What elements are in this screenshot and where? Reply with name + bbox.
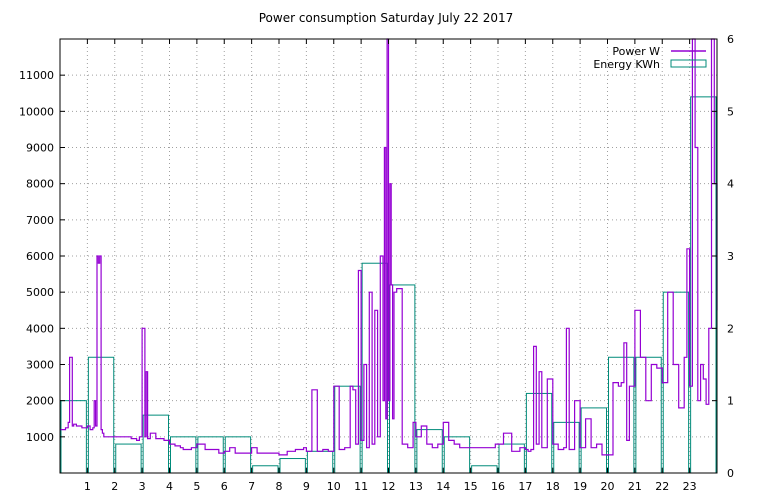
y2-tick-label: 4 xyxy=(727,178,734,191)
x-tick-label: 8 xyxy=(276,480,283,493)
y-tick-label: 9000 xyxy=(26,142,54,155)
x-tick-label: 12 xyxy=(382,480,396,493)
x-tick-label: 19 xyxy=(573,480,587,493)
energy-bar xyxy=(608,356,635,474)
x-tick-label: 7 xyxy=(248,480,255,493)
power-series-path xyxy=(60,38,718,456)
x-tick-label: 1 xyxy=(84,480,91,493)
y-tick-label: 4000 xyxy=(26,322,54,335)
x-tick-label: 15 xyxy=(464,480,478,493)
y2-tick-label: 0 xyxy=(727,467,734,480)
energy-bar xyxy=(306,450,334,474)
y2-tick-label: 6 xyxy=(727,33,734,46)
x-tick-label: 11 xyxy=(354,480,368,493)
x-tick-label: 2 xyxy=(111,480,118,493)
chart-title: Power consumption Saturday July 22 2017 xyxy=(259,11,514,25)
x-tick-label: 3 xyxy=(139,480,146,493)
x-tick-label: 20 xyxy=(601,480,615,493)
x-tick-label: 13 xyxy=(409,480,423,493)
x-tick-label: 21 xyxy=(628,480,642,493)
x-tick-label: 9 xyxy=(303,480,310,493)
x-tick-label: 14 xyxy=(436,480,450,493)
x-tick-label: 17 xyxy=(518,480,532,493)
energy-bar xyxy=(690,96,717,474)
y-tick-label: 1000 xyxy=(26,431,54,444)
y-tick-label: 10000 xyxy=(19,105,54,118)
y-tick-label: 5000 xyxy=(26,286,54,299)
x-tick-label: 23 xyxy=(683,480,697,493)
y-tick-label: 2000 xyxy=(26,395,54,408)
y2-tick-label: 3 xyxy=(727,250,734,263)
x-tick-label: 4 xyxy=(166,480,173,493)
x-tick-label: 22 xyxy=(655,480,669,493)
legend: Power W Energy KWh xyxy=(593,45,707,71)
energy-bar xyxy=(471,465,498,474)
legend-power-label: Power W xyxy=(612,45,660,58)
energy-bar xyxy=(443,436,471,474)
energy-bar xyxy=(252,465,279,474)
x-tick-label: 16 xyxy=(491,480,505,493)
energy-bar xyxy=(170,436,197,474)
energy-bar xyxy=(142,414,169,474)
x-tick-label: 6 xyxy=(221,480,228,493)
y-tick-label: 3000 xyxy=(26,359,54,372)
y2-tick-label: 2 xyxy=(727,322,734,335)
energy-bar xyxy=(580,407,607,474)
energy-bar xyxy=(279,458,306,474)
energy-bar xyxy=(635,356,662,474)
energy-bar xyxy=(197,436,224,474)
y-tick-label: 8000 xyxy=(26,178,54,191)
legend-energy-swatch xyxy=(670,59,707,68)
x-tick-label: 18 xyxy=(546,480,560,493)
y2-tick-label: 1 xyxy=(727,395,734,408)
y-tick-label: 11000 xyxy=(19,69,54,82)
axis-ticks: 1 2 3 4 5 6 7 8 9 10 11 12 13 14 15 16 17 18 19 20 21 22 23100… xyxy=(19,33,734,493)
power-line xyxy=(60,38,718,456)
y2-tick-label: 5 xyxy=(727,105,734,118)
x-tick-label: 10 xyxy=(327,480,341,493)
energy-bar xyxy=(334,385,361,474)
y-tick-label: 7000 xyxy=(26,214,54,227)
y-tick-label: 6000 xyxy=(26,250,54,263)
x-tick-label: 5 xyxy=(193,480,200,493)
energy-bar xyxy=(115,443,142,474)
energy-bar xyxy=(416,429,443,474)
energy-bar xyxy=(224,436,252,474)
legend-energy-label: Energy KWh xyxy=(593,58,660,71)
